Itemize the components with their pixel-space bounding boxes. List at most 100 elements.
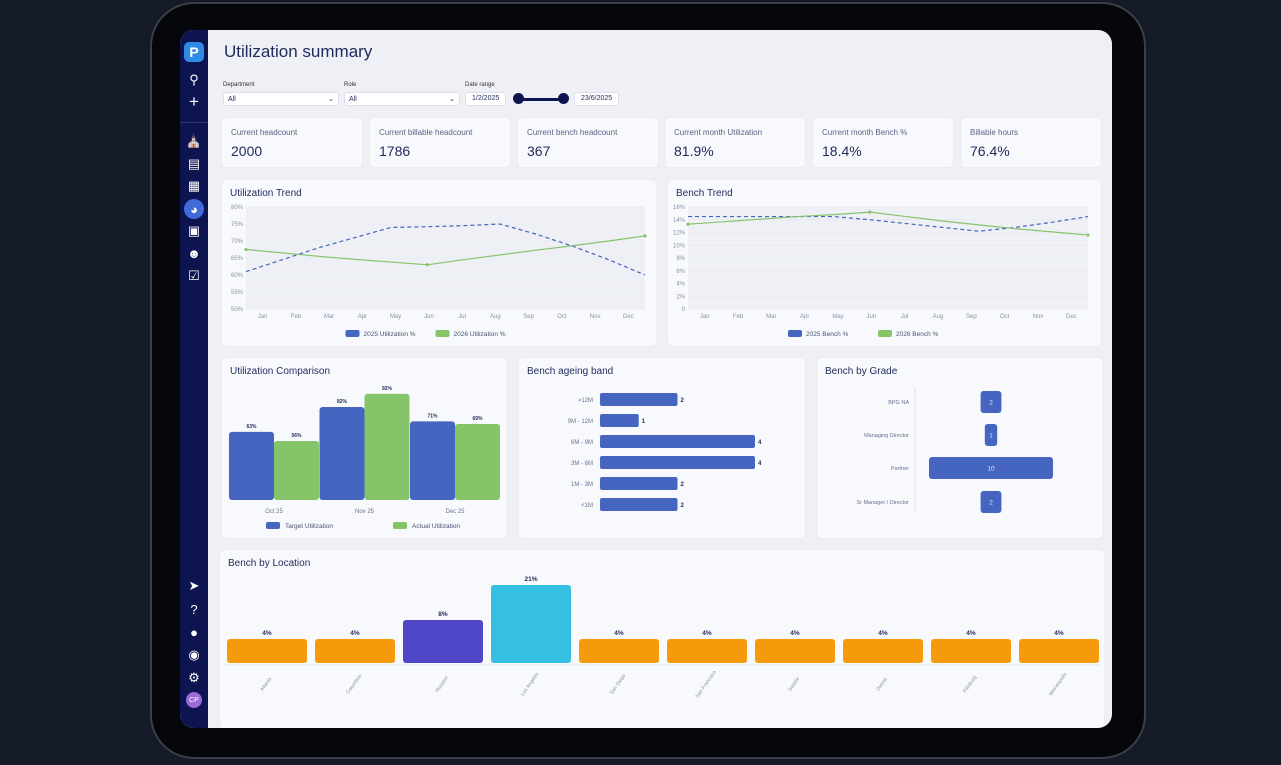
users-icon[interactable]: ☻ — [187, 245, 201, 261]
card-title: Bench Trend — [676, 188, 733, 199]
legend-swatch — [435, 330, 450, 337]
x-tick-label: Jan — [700, 314, 710, 320]
card-title: Bench by Grade — [825, 366, 898, 377]
y-tick-label: >12M — [578, 398, 593, 404]
x-tick-label: Pittsburg — [962, 674, 978, 694]
bench-location-card: Bench by Location 4% Atlanta 4% Columbus 8% Ho… — [220, 550, 1104, 728]
x-tick-label: Oct — [1000, 314, 1010, 320]
page-title: Utilization summary — [224, 42, 373, 61]
data-label: 82% — [337, 399, 348, 405]
y-tick-label: 65% — [231, 256, 244, 262]
data-label: 2 — [989, 400, 993, 407]
file-icon[interactable]: ▦ — [187, 178, 201, 193]
date-range-label: Date range — [465, 82, 495, 88]
data-label: 2 — [989, 500, 993, 507]
y-tick-label: 9M - 12M — [568, 419, 593, 425]
book-icon[interactable]: ▤ — [187, 156, 201, 171]
card-title: Bench by Location — [228, 558, 311, 569]
data-point — [1086, 233, 1090, 237]
date-range-start-handle[interactable] — [513, 93, 524, 104]
data-point — [643, 234, 647, 238]
document-icon[interactable]: ▣ — [187, 223, 201, 238]
gear-icon[interactable]: ⚙ — [188, 670, 200, 685]
y-tick-label: 8% — [676, 256, 685, 262]
department-select[interactable]: All ⌄ — [223, 92, 339, 106]
role-select[interactable]: All ⌄ — [344, 92, 460, 106]
bar — [319, 406, 365, 500]
y-tick-label: 10% — [673, 243, 686, 249]
app-logo[interactable]: P — [184, 42, 204, 62]
data-label: 4% — [790, 630, 800, 637]
chat-icon[interactable]: ● — [190, 624, 198, 640]
bench-ageing-chart: >12M 2 9M - 12M 1 6M - 9M 4 3M - 6M 4 1M - 3M 2 <1… — [568, 393, 762, 511]
data-point — [425, 263, 429, 267]
date-range-end-handle[interactable] — [558, 93, 569, 104]
rocket-icon[interactable]: ➤ — [188, 578, 200, 593]
bar — [931, 639, 1011, 663]
utilization-trend-card: Utilization Trend 50% 55% 60% 65% 70% 75% 80% Ja… — [222, 180, 656, 346]
legend-label: Actual Utilization — [412, 523, 460, 530]
calendar-check-icon[interactable]: ☑ — [188, 268, 200, 283]
y-tick-label: 6% — [676, 269, 685, 275]
bar — [315, 639, 395, 663]
kpi-card: Current month Utilization 81.9% — [665, 118, 805, 167]
bar — [229, 431, 274, 500]
kpi-value: 1786 — [379, 143, 411, 159]
date-range-slider-track[interactable] — [518, 98, 564, 101]
x-tick-label: Atlanta — [259, 676, 273, 692]
x-tick-label: Jun — [866, 314, 876, 320]
bar — [980, 391, 1002, 413]
x-tick-label: Mar — [766, 314, 776, 320]
x-tick-label: Jul — [901, 314, 909, 320]
search-icon[interactable]: ⚲ — [189, 72, 199, 87]
store-icon[interactable]: ⛪ — [185, 133, 203, 148]
y-tick-label: 80% — [231, 205, 244, 211]
data-label: 1 — [642, 419, 646, 425]
data-label: 4% — [702, 630, 712, 637]
data-label: 10 — [987, 466, 995, 473]
bench-grade-card: Bench by Grade BPG NA 2 Managing Director 1 P… — [817, 358, 1103, 538]
globe-icon[interactable]: ◉ — [188, 647, 200, 662]
date-start-input[interactable]: 1/2/2025 — [465, 92, 507, 106]
y-tick-label: 12% — [673, 231, 686, 237]
x-tick-label: Feb — [291, 314, 302, 320]
x-tick-label: Dec 25 — [445, 509, 465, 515]
y-tick-label: 50% — [231, 307, 244, 313]
bar — [980, 491, 1002, 513]
x-tick-label: Jul — [458, 314, 466, 320]
data-label: 4% — [614, 630, 624, 637]
legend-swatch — [788, 330, 802, 337]
y-tick-label: 1M - 3M — [571, 482, 593, 488]
x-tick-label: Los Angeles — [520, 671, 541, 697]
bench-ageing-card: Bench ageing band >12M 2 9M - 12M 1 6M - 9M 4 3… — [519, 358, 805, 538]
data-label: 4 — [758, 440, 762, 446]
department-label: Department — [223, 82, 255, 88]
legend-label: 2025 Utilization % — [364, 331, 416, 338]
legend-label: 2025 Bench % — [806, 331, 849, 338]
bench-grade-chart: BPG NA 2 Managing Director 1 Partner 10 Sr Man… — [856, 388, 1053, 513]
data-label: 4 — [758, 461, 762, 467]
date-end-input[interactable]: 23/6/2025 — [574, 92, 620, 106]
plus-icon[interactable]: + — [189, 92, 199, 111]
kpi-label: Current billable headcount — [379, 128, 473, 137]
x-tick-label: Nov — [590, 314, 601, 320]
series-line-2025 — [245, 223, 646, 276]
kpi-card: Current bench headcount 367 — [518, 118, 658, 167]
help-icon[interactable]: ? — [190, 601, 198, 617]
sidebar: P ⚲ + ⛪ ▤ ▦ ◕ ▣ ☻ ☑ ➤ ? ● ◉ ⚙ CP — [180, 30, 208, 728]
legend-swatch — [345, 330, 360, 337]
data-label: 2 — [681, 398, 685, 404]
bar — [491, 585, 571, 663]
data-label: 92% — [382, 386, 393, 392]
y-tick-label: <1M — [581, 503, 593, 509]
legend-swatch — [266, 522, 280, 529]
series-line-2025 — [688, 215, 1089, 232]
x-tick-label: Nov — [1033, 314, 1044, 320]
x-tick-label: Jan — [258, 314, 268, 320]
bench-trend-card: Bench Trend 0 2% 4% 6% 8% 10% 12% 14% 16% Jan Feb Ma… — [668, 180, 1101, 346]
kpi-label: Current month Bench % — [822, 128, 908, 137]
data-point — [244, 247, 248, 252]
y-tick-label: BPG NA — [888, 400, 909, 406]
avatar[interactable]: CP — [186, 692, 202, 708]
pie-chart-icon[interactable]: ◕ — [184, 199, 204, 219]
